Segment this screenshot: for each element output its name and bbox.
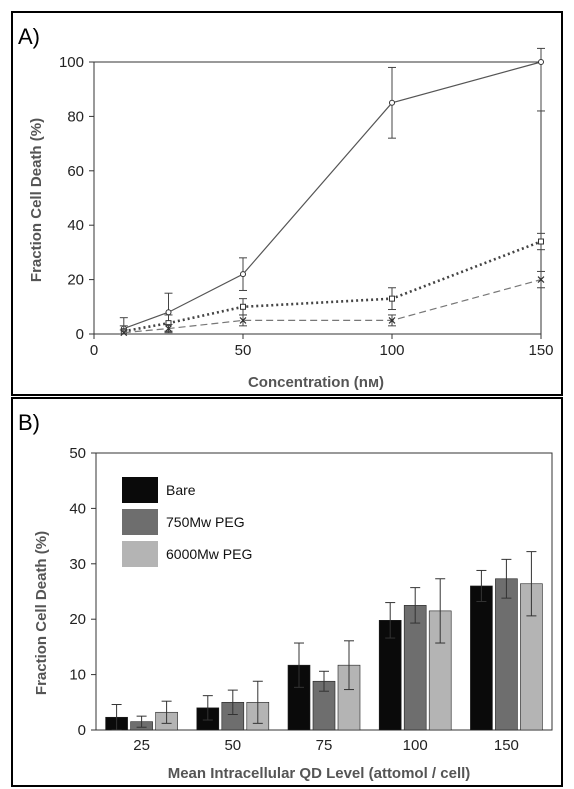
panel-b-bar-2 (403, 605, 427, 731)
panel-a-y-tick-label: 60 (67, 163, 84, 180)
panel-b-x-tick-label: 50 (224, 737, 241, 754)
panel-a-data-point (537, 276, 545, 284)
panel-b-legend-swatch-3 (122, 541, 158, 567)
panel-b-legend-label-2: 750Mw PEG (166, 514, 245, 530)
panel-a-frame (11, 11, 563, 396)
panel-a-data-point (538, 238, 544, 245)
panel-b-label: B) (18, 410, 40, 435)
panel-a-series-line-1 (123, 61, 542, 330)
panel-a-x-tick-label: 150 (528, 342, 553, 359)
panel-a-data-point (388, 316, 396, 324)
panel-a-data-point (389, 295, 395, 302)
panel-a-y-axis-title: Fraction Cell Death (%) (28, 118, 45, 282)
panel-a-x-tick-label: 100 (379, 342, 404, 359)
panel-a-data-point (239, 316, 247, 324)
panel-a-data-point (240, 271, 246, 278)
panel-a-x-tick-label: 0 (90, 342, 98, 359)
panel-b-y-axis-title: Fraction Cell Death (%) (33, 531, 50, 695)
panel-b-x-axis-title: Mean Intracellular QD Level (attomol / c… (168, 765, 471, 782)
panel-a-x-tick-label: 50 (235, 342, 252, 359)
panel-a-data-point (120, 329, 128, 337)
panel-a-x-axis-title: Concentration (nм) (248, 374, 384, 391)
panel-a-label: A) (18, 24, 40, 49)
panel-b-y-tick-label: 50 (69, 445, 86, 462)
panel-a-y-tick-label: 0 (76, 326, 84, 343)
panel-b-x-tick-label: 100 (403, 737, 428, 754)
panel-a-y-tick-label: 100 (59, 54, 84, 71)
panel-a-y-tick-label: 40 (67, 217, 84, 234)
panel-b-y-tick-label: 0 (78, 722, 86, 739)
panel-b-y-tick-label: 30 (69, 556, 86, 573)
panel-b-frame (11, 397, 563, 787)
panel-a-y-tick-label: 80 (67, 108, 84, 125)
panel-b-legend-label-3: 6000Mw PEG (166, 546, 252, 562)
panel-b-y-tick-label: 40 (69, 500, 86, 517)
panel-b-legend-swatch-1 (122, 477, 158, 503)
panel-a-data-point (165, 309, 172, 316)
panel-a-y-tick-label: 20 (67, 272, 84, 289)
panel-a-data-point (240, 303, 246, 310)
panel-a-series-line-2 (123, 240, 542, 333)
panel-a-plot-area (93, 61, 542, 335)
panel-b-y-tick-label: 20 (69, 611, 86, 628)
panel-a-data-point (389, 99, 395, 106)
panel-b-bar-1 (470, 585, 493, 731)
panel-b-x-tick-label: 75 (316, 737, 333, 754)
panel-b-plot: 0 10 20 30 40 50 25 50 75 100 150 Bare 750Mw PEG 6000… (69, 445, 553, 754)
panel-a-series-line-3 (123, 279, 542, 334)
panel-a-data-point (538, 59, 544, 65)
panel-b-x-tick-label: 25 (133, 737, 150, 754)
panel-b-y-tick-label: 10 (69, 667, 86, 684)
panel-b-legend-swatch-2 (122, 509, 158, 535)
panel-b-legend-label-1: Bare (166, 482, 196, 498)
panel-b-bar-2 (495, 578, 518, 731)
panel-a-plot: 0 20 40 60 80 100 0 50 100 150 (59, 47, 554, 359)
panel-b-x-tick-label: 150 (494, 737, 519, 754)
panel-a-data-point (165, 325, 172, 332)
